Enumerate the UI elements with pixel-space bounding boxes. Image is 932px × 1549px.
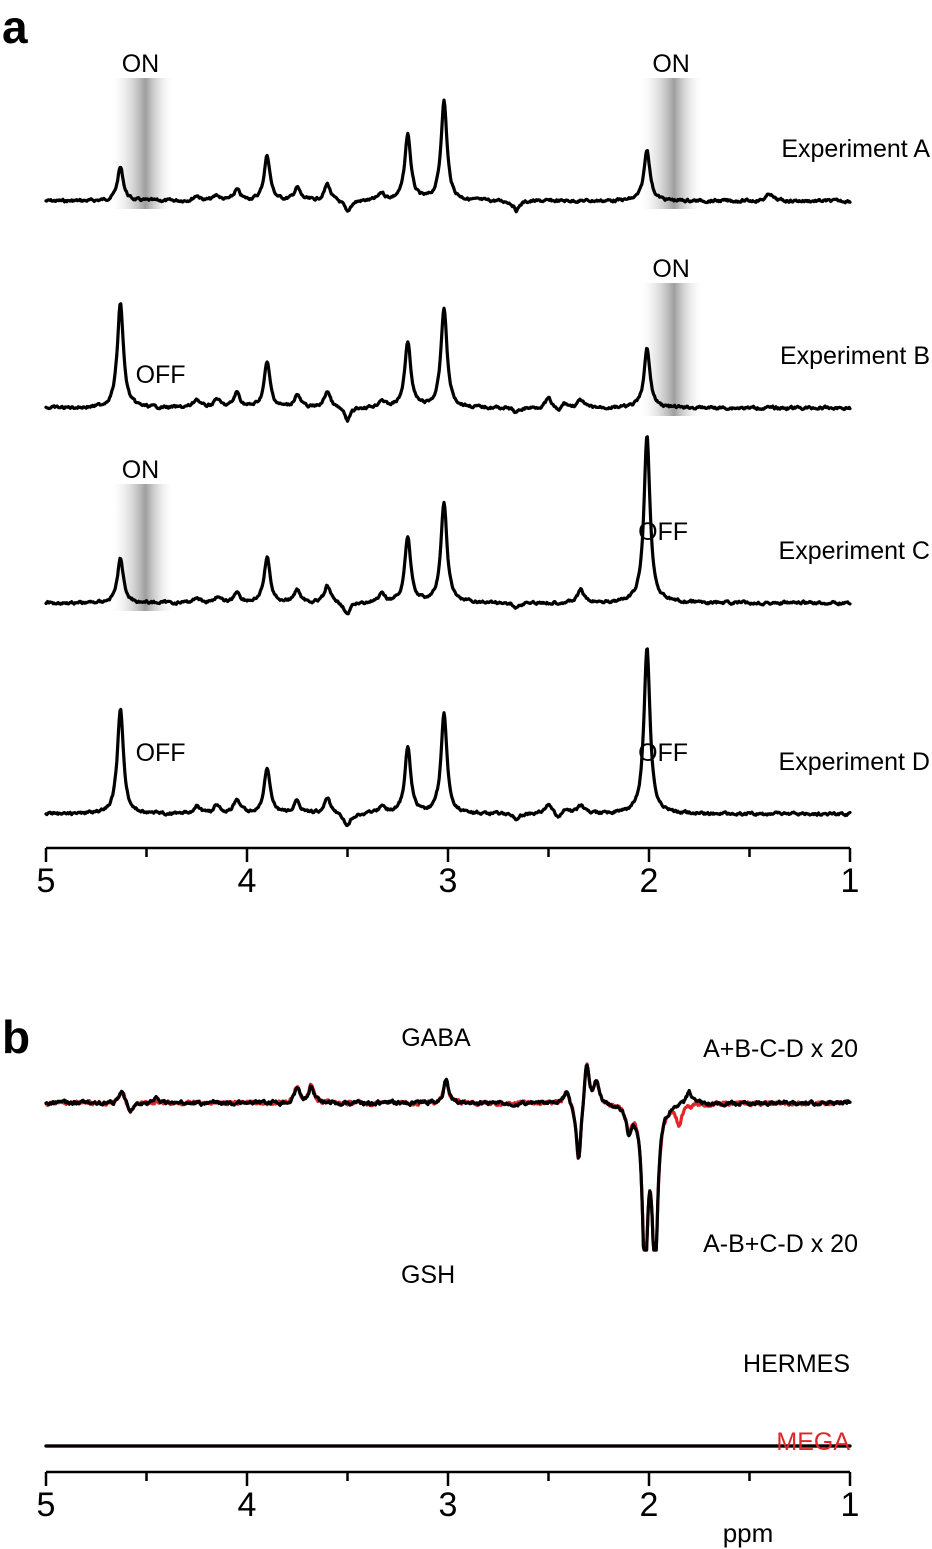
tick-label: 5 bbox=[37, 1486, 56, 1524]
tick-label: 1 bbox=[841, 1486, 860, 1524]
tick-label: 2 bbox=[640, 1486, 659, 1524]
off-label: OFF bbox=[638, 518, 688, 546]
panel-a-letter: a bbox=[2, 1, 28, 53]
experiment-labels: Experiment A Experiment B Experiment C Expe… bbox=[779, 135, 931, 776]
x-axis-b: 5 4 3 2 1 ppm bbox=[37, 1470, 860, 1548]
panel-b-letter: b bbox=[2, 1011, 30, 1063]
tick-label: 4 bbox=[238, 1486, 257, 1524]
tick-label: 5 bbox=[37, 862, 56, 900]
experiment-label: Experiment A bbox=[781, 135, 930, 163]
difference-label: A+B-C-D x 20 bbox=[703, 1035, 858, 1063]
metabolite-label: GSH bbox=[401, 1261, 455, 1289]
on-label: ON bbox=[652, 50, 690, 78]
legend-entry: MEGA bbox=[776, 1428, 850, 1456]
tick-label: 3 bbox=[439, 862, 458, 900]
experiment-label: Experiment D bbox=[779, 748, 930, 776]
spectrum-line bbox=[44, 302, 852, 423]
experiment-label: Experiment C bbox=[779, 537, 930, 565]
panel-b-chart: A+B-C-D x 20 GABA A-B+C-D x 20 GSH HERMES ME… bbox=[37, 1024, 860, 1548]
spectrum-line bbox=[44, 647, 852, 828]
experiment-label: Experiment B bbox=[780, 342, 930, 370]
on-shaded-band bbox=[640, 283, 702, 416]
spectrum-line bbox=[44, 98, 852, 214]
on-label: ON bbox=[122, 50, 160, 78]
difference-labels: A+B-C-D x 20 GABA A-B+C-D x 20 GSH bbox=[401, 1024, 858, 1289]
difference-traces bbox=[44, 1062, 852, 1448]
spectrum-line bbox=[44, 435, 852, 616]
tick-label: 3 bbox=[439, 1486, 458, 1524]
metabolite-label: GABA bbox=[401, 1024, 471, 1052]
on-shaded-band bbox=[112, 484, 173, 611]
x-axis-title: ppm bbox=[723, 1518, 774, 1548]
hermes-line bbox=[44, 1063, 852, 1252]
off-label: OFF bbox=[638, 739, 688, 767]
on-label: ON bbox=[652, 255, 690, 283]
experiment-traces bbox=[44, 98, 852, 828]
tick-label: 4 bbox=[238, 862, 257, 900]
shaded-bands bbox=[112, 78, 702, 611]
off-label: OFF bbox=[136, 361, 186, 389]
tick-label: 1 bbox=[841, 862, 860, 900]
off-label: OFF bbox=[136, 739, 186, 767]
on-label: ON bbox=[122, 456, 160, 484]
on-shaded-band bbox=[640, 78, 702, 209]
difference-label: A-B+C-D x 20 bbox=[703, 1230, 858, 1258]
legend-entry: HERMES bbox=[743, 1350, 850, 1378]
tick-label: 2 bbox=[640, 862, 659, 900]
on-off-annotations: ON ON OFF ON ON OFF OFF OFF bbox=[122, 50, 690, 767]
x-axis-a: 5 4 3 2 1 bbox=[37, 846, 860, 900]
legend: HERMES MEGA bbox=[743, 1350, 850, 1456]
on-shaded-band bbox=[112, 78, 173, 209]
